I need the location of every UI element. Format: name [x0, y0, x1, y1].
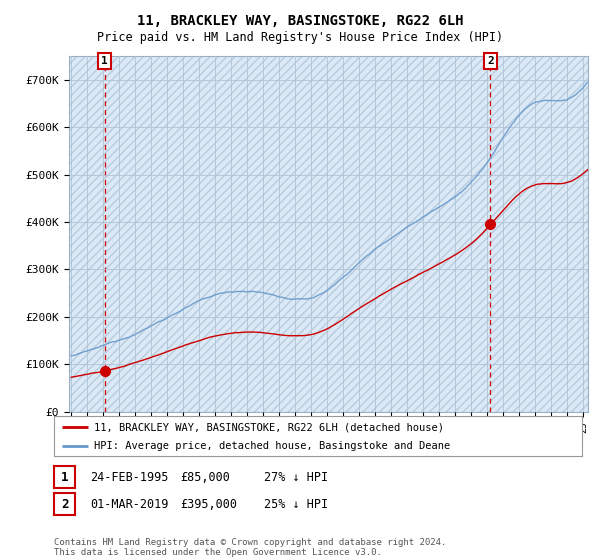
Text: 25% ↓ HPI: 25% ↓ HPI [264, 497, 328, 511]
Text: HPI: Average price, detached house, Basingstoke and Deane: HPI: Average price, detached house, Basi… [94, 441, 450, 451]
Text: Contains HM Land Registry data © Crown copyright and database right 2024.
This d: Contains HM Land Registry data © Crown c… [54, 538, 446, 557]
Text: 1: 1 [101, 56, 108, 66]
Text: £395,000: £395,000 [180, 497, 237, 511]
Text: 11, BRACKLEY WAY, BASINGSTOKE, RG22 6LH: 11, BRACKLEY WAY, BASINGSTOKE, RG22 6LH [137, 14, 463, 28]
Text: £85,000: £85,000 [180, 470, 230, 484]
Text: 2: 2 [487, 56, 494, 66]
Text: 11, BRACKLEY WAY, BASINGSTOKE, RG22 6LH (detached house): 11, BRACKLEY WAY, BASINGSTOKE, RG22 6LH … [94, 422, 443, 432]
Text: 01-MAR-2019: 01-MAR-2019 [90, 497, 169, 511]
Text: 24-FEB-1995: 24-FEB-1995 [90, 470, 169, 484]
Text: 2: 2 [61, 497, 68, 511]
Text: 1: 1 [61, 470, 68, 484]
Text: 27% ↓ HPI: 27% ↓ HPI [264, 470, 328, 484]
Text: Price paid vs. HM Land Registry's House Price Index (HPI): Price paid vs. HM Land Registry's House … [97, 31, 503, 44]
